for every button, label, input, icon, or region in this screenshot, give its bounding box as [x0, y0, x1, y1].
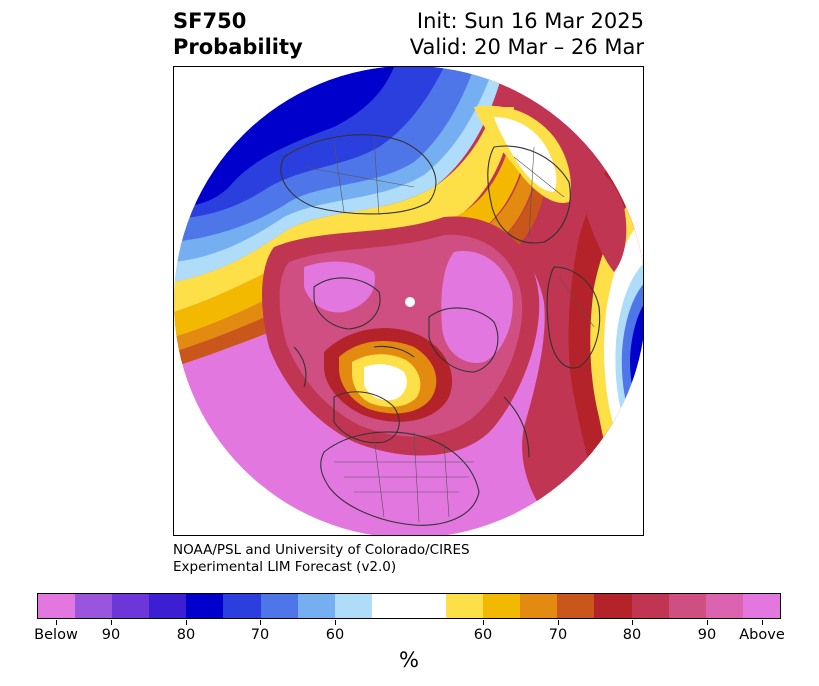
valid-range: Valid: 20 Mar – 26 Mar — [409, 35, 644, 59]
product-name: Probability — [173, 35, 303, 59]
colorbar-tick — [260, 620, 261, 625]
variable-name: SF750 — [173, 9, 247, 33]
colorbar-tick-label: 80 — [622, 627, 642, 643]
colorbar-unit-label: % — [399, 648, 419, 672]
colorbar-segment — [38, 594, 76, 618]
colorbar-segment — [520, 594, 558, 618]
colorbar-segment — [297, 594, 335, 618]
colorbar-tick-label: 60 — [325, 627, 345, 643]
colorbar — [37, 593, 781, 619]
colorbar-segment — [631, 594, 669, 618]
colorbar-tick-label: 90 — [697, 627, 717, 643]
colorbar-tick-label: 90 — [101, 627, 121, 643]
colorbar-tick — [56, 620, 57, 625]
colorbar-tick — [632, 620, 633, 625]
colorbar-segment — [668, 594, 706, 618]
colorbar-tick — [483, 620, 484, 625]
credits-line-1: NOAA/PSL and University of Colorado/CIRE… — [173, 542, 470, 558]
colorbar-segment — [594, 594, 632, 618]
polar-map-svg — [174, 67, 643, 535]
colorbar-tick — [335, 620, 336, 625]
colorbar-tick-label: 70 — [250, 627, 270, 643]
colorbar-segment — [705, 594, 743, 618]
colorbar-segment — [186, 594, 224, 618]
chart-title-left: SF750 Probability — [173, 8, 303, 60]
colorbar-tick — [762, 620, 763, 625]
coastlines — [280, 134, 601, 526]
colorbar-tick — [111, 620, 112, 625]
chart-title-right: Init: Sun 16 Mar 2025 Valid: 20 Mar – 26… — [410, 8, 644, 60]
colorbar-segment — [260, 594, 298, 618]
colorbar-tick — [186, 620, 187, 625]
colorbar-segment — [742, 594, 780, 618]
colorbar-segment — [371, 594, 447, 618]
colorbar-segment — [223, 594, 261, 618]
north-pole-marker — [405, 297, 415, 307]
colorbar-segment — [483, 594, 521, 618]
colorbar-segment — [112, 594, 150, 618]
colorbar-tick-label: 70 — [548, 627, 568, 643]
colorbar-segment — [446, 594, 484, 618]
colorbar-segment — [557, 594, 595, 618]
colorbar-segment — [149, 594, 187, 618]
colorbar-tick-label: Below — [34, 627, 78, 643]
colorbar-segment — [334, 594, 372, 618]
credits-line-2: Experimental LIM Forecast (v2.0) — [173, 559, 397, 575]
borders — [303, 136, 595, 523]
colorbar-tick-label: Above — [739, 627, 785, 643]
colorbar-tick-label: 60 — [473, 627, 493, 643]
colorbar-segment — [75, 594, 113, 618]
credits: NOAA/PSL and University of Colorado/CIRE… — [173, 542, 470, 576]
init-date: Init: Sun 16 Mar 2025 — [416, 9, 644, 33]
colorbar-tick — [707, 620, 708, 625]
colorbar-tick-label: 80 — [176, 627, 196, 643]
probability-map — [173, 66, 644, 536]
colorbar-tick — [558, 620, 559, 625]
